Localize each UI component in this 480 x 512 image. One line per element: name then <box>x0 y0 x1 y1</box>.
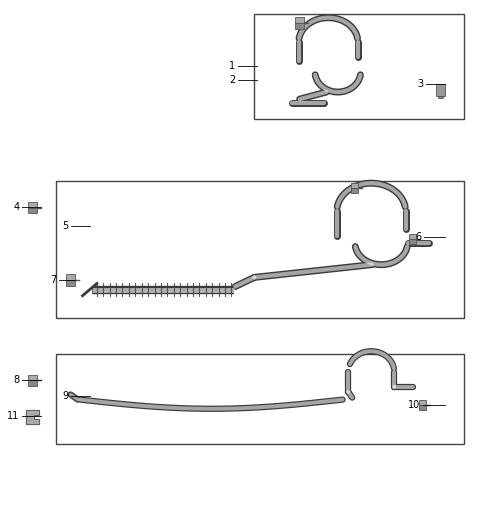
Bar <box>66 280 75 286</box>
Bar <box>351 188 359 194</box>
Bar <box>420 405 426 410</box>
Bar <box>28 380 36 386</box>
Bar <box>28 375 36 380</box>
Bar <box>28 208 36 213</box>
Bar <box>409 239 416 244</box>
Bar <box>436 84 445 96</box>
Bar <box>28 202 36 208</box>
Text: 8: 8 <box>13 375 20 385</box>
Text: 10: 10 <box>408 400 420 410</box>
Bar <box>351 183 359 188</box>
Text: 6: 6 <box>415 232 421 242</box>
Text: 2: 2 <box>229 75 235 86</box>
Bar <box>254 14 464 118</box>
Polygon shape <box>26 410 39 424</box>
Text: 9: 9 <box>62 391 68 401</box>
Bar <box>295 16 304 23</box>
Bar <box>56 181 464 318</box>
Bar <box>56 354 464 444</box>
Text: 7: 7 <box>50 275 56 286</box>
Bar <box>409 233 416 239</box>
Text: 4: 4 <box>13 202 20 212</box>
Bar <box>295 23 304 29</box>
Bar <box>438 96 443 98</box>
Text: 1: 1 <box>229 61 235 71</box>
Text: 11: 11 <box>7 412 20 421</box>
Bar <box>66 274 75 280</box>
Text: 3: 3 <box>418 79 424 89</box>
Bar <box>420 400 426 405</box>
Text: 5: 5 <box>62 222 68 231</box>
